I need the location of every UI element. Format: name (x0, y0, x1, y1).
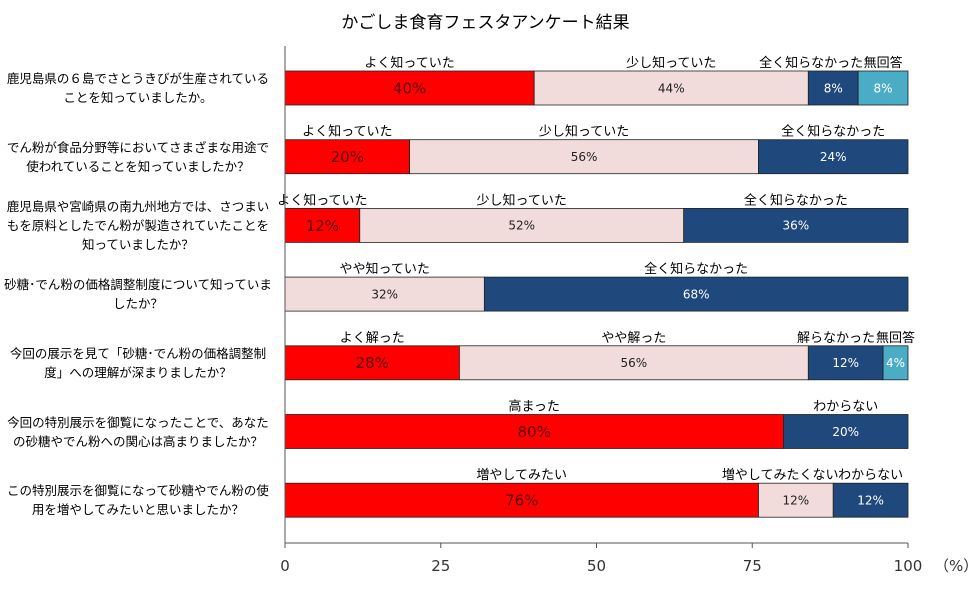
question-label-6: 今回の特別展示を御覧になったことで、あなたの砂糖やでん粉への関心は高まりましたか… (7, 414, 269, 449)
value-label-q7-seg1: 76% (505, 492, 538, 510)
bar-q6-seg2 (783, 414, 909, 449)
value-label-q5-seg2: 56% (621, 356, 648, 370)
value-label-q1-seg3: 8% (824, 81, 843, 95)
category-label-q6-seg1: 高まった (508, 399, 559, 415)
bar-q5-seg2 (459, 345, 809, 381)
x-tick-label-0: 0 (280, 557, 290, 575)
category-label-q4-seg1: やや知っていた (340, 261, 430, 277)
bar-q7-seg1 (284, 482, 759, 518)
category-label-q3-seg3: 全く知らなかった (744, 192, 848, 208)
question-label-5: 今回の展示を見て「砂糖･でん粉の価格調整制度」への理解が深まりましたか？ (9, 345, 267, 380)
category-label-q3-seg1: よく知っていた (277, 192, 367, 208)
bar-q3-seg3 (683, 207, 909, 243)
bar-q4-seg2 (483, 276, 909, 312)
category-label-q1-seg1: よく知っていた (364, 55, 454, 71)
category-label-q1-seg2: 少し知っていた (626, 55, 716, 71)
category-label-q4-seg2: 全く知らなかった (644, 261, 748, 277)
value-label-q4-seg1: 32% (371, 287, 398, 301)
question-label-2: でん粉が食品分野等においてさまざまな用途で使われていることを知っていましたか？ (6, 139, 270, 174)
bar-q2-seg2 (409, 139, 759, 175)
bar-q5-seg3 (807, 345, 884, 381)
x-tick-label-50: 50 (587, 557, 606, 575)
category-label-q5-seg4: 無回答 (876, 330, 915, 346)
category-label-q5-seg3: 解らなかった (797, 331, 875, 346)
category-label-q2-seg3: 全く知らなかった (781, 124, 885, 140)
category-label-q5-seg1: よく解った (340, 331, 405, 346)
bar-q2-seg3 (758, 139, 909, 175)
x-tick-label-100: 100 (894, 557, 923, 575)
bar-q1-seg2 (533, 70, 809, 106)
value-label-q3-seg3: 36% (783, 219, 810, 233)
value-label-q5-seg1: 28% (356, 354, 389, 372)
bar-q1-seg4 (857, 70, 909, 106)
question-label-1: 鹿児島県の６島でさとうきびが生産されていることを知っていましたか。 (6, 71, 270, 105)
category-label-q1-seg4: 無回答 (864, 55, 903, 71)
x-tick-label-75: 75 (743, 557, 762, 575)
value-label-q1-seg2: 44% (658, 81, 685, 95)
question-label-4: 砂糖･でん粉の価格調整制度について知っていましたか？ (4, 277, 272, 312)
value-label-q2-seg3: 24% (820, 150, 847, 164)
bar-q7-seg2 (758, 482, 834, 518)
x-tick-label-25: 25 (431, 557, 450, 575)
value-label-q5-seg3: 12% (832, 356, 859, 370)
bar-q1-seg1 (284, 70, 535, 106)
category-label-q6-seg2: わからない (813, 400, 878, 415)
value-label-q7-seg2: 12% (783, 494, 810, 508)
bar-q5-seg4 (882, 345, 909, 381)
category-label-q3-seg2: 少し知っていた (477, 192, 567, 208)
value-label-q2-seg1: 20% (331, 148, 364, 166)
value-label-q1-seg1: 40% (393, 79, 426, 97)
x-axis-unit: （%） (934, 557, 971, 575)
category-label-q2-seg2: 少し知っていた (539, 124, 629, 140)
question-label-3: 鹿児島県や宮崎県の南九州地方では、さつまいもを原料としたでん粉が製造されていたこ… (6, 198, 270, 252)
value-label-q6-seg2: 20% (832, 425, 859, 439)
bar-q6-seg1 (284, 414, 784, 449)
category-label-q7-seg3: わからない (838, 468, 903, 483)
value-label-q3-seg1: 12% (306, 217, 339, 235)
category-label-q1-seg3: 全く知らなかった (759, 55, 863, 71)
value-label-q4-seg2: 68% (683, 287, 710, 301)
value-label-q3-seg2: 52% (508, 219, 535, 233)
value-label-q1-seg4: 8% (874, 81, 893, 95)
category-label-q7-seg1: 増やしてみたい (476, 468, 567, 483)
bar-q5-seg1 (284, 345, 460, 381)
bar-q7-seg3 (832, 482, 909, 518)
chart-title: かごしま食育フェスタアンケート結果 (341, 13, 630, 33)
category-label-q2-seg1: よく知っていた (302, 124, 392, 140)
value-label-q2-seg2: 56% (571, 150, 598, 164)
value-label-q6-seg1: 80% (518, 423, 551, 441)
value-label-q5-seg4: 4% (886, 356, 905, 370)
value-label-q7-seg3: 12% (857, 494, 884, 508)
question-label-7: この特別展示を御覧になって砂糖やでん粉の使用を増やしてみたいと思いましたか？ (7, 483, 269, 518)
bar-q4-seg1 (284, 276, 485, 312)
category-label-q5-seg2: やや解った (601, 331, 666, 346)
category-label-q7-seg2: 増やしてみたくない (722, 468, 839, 483)
